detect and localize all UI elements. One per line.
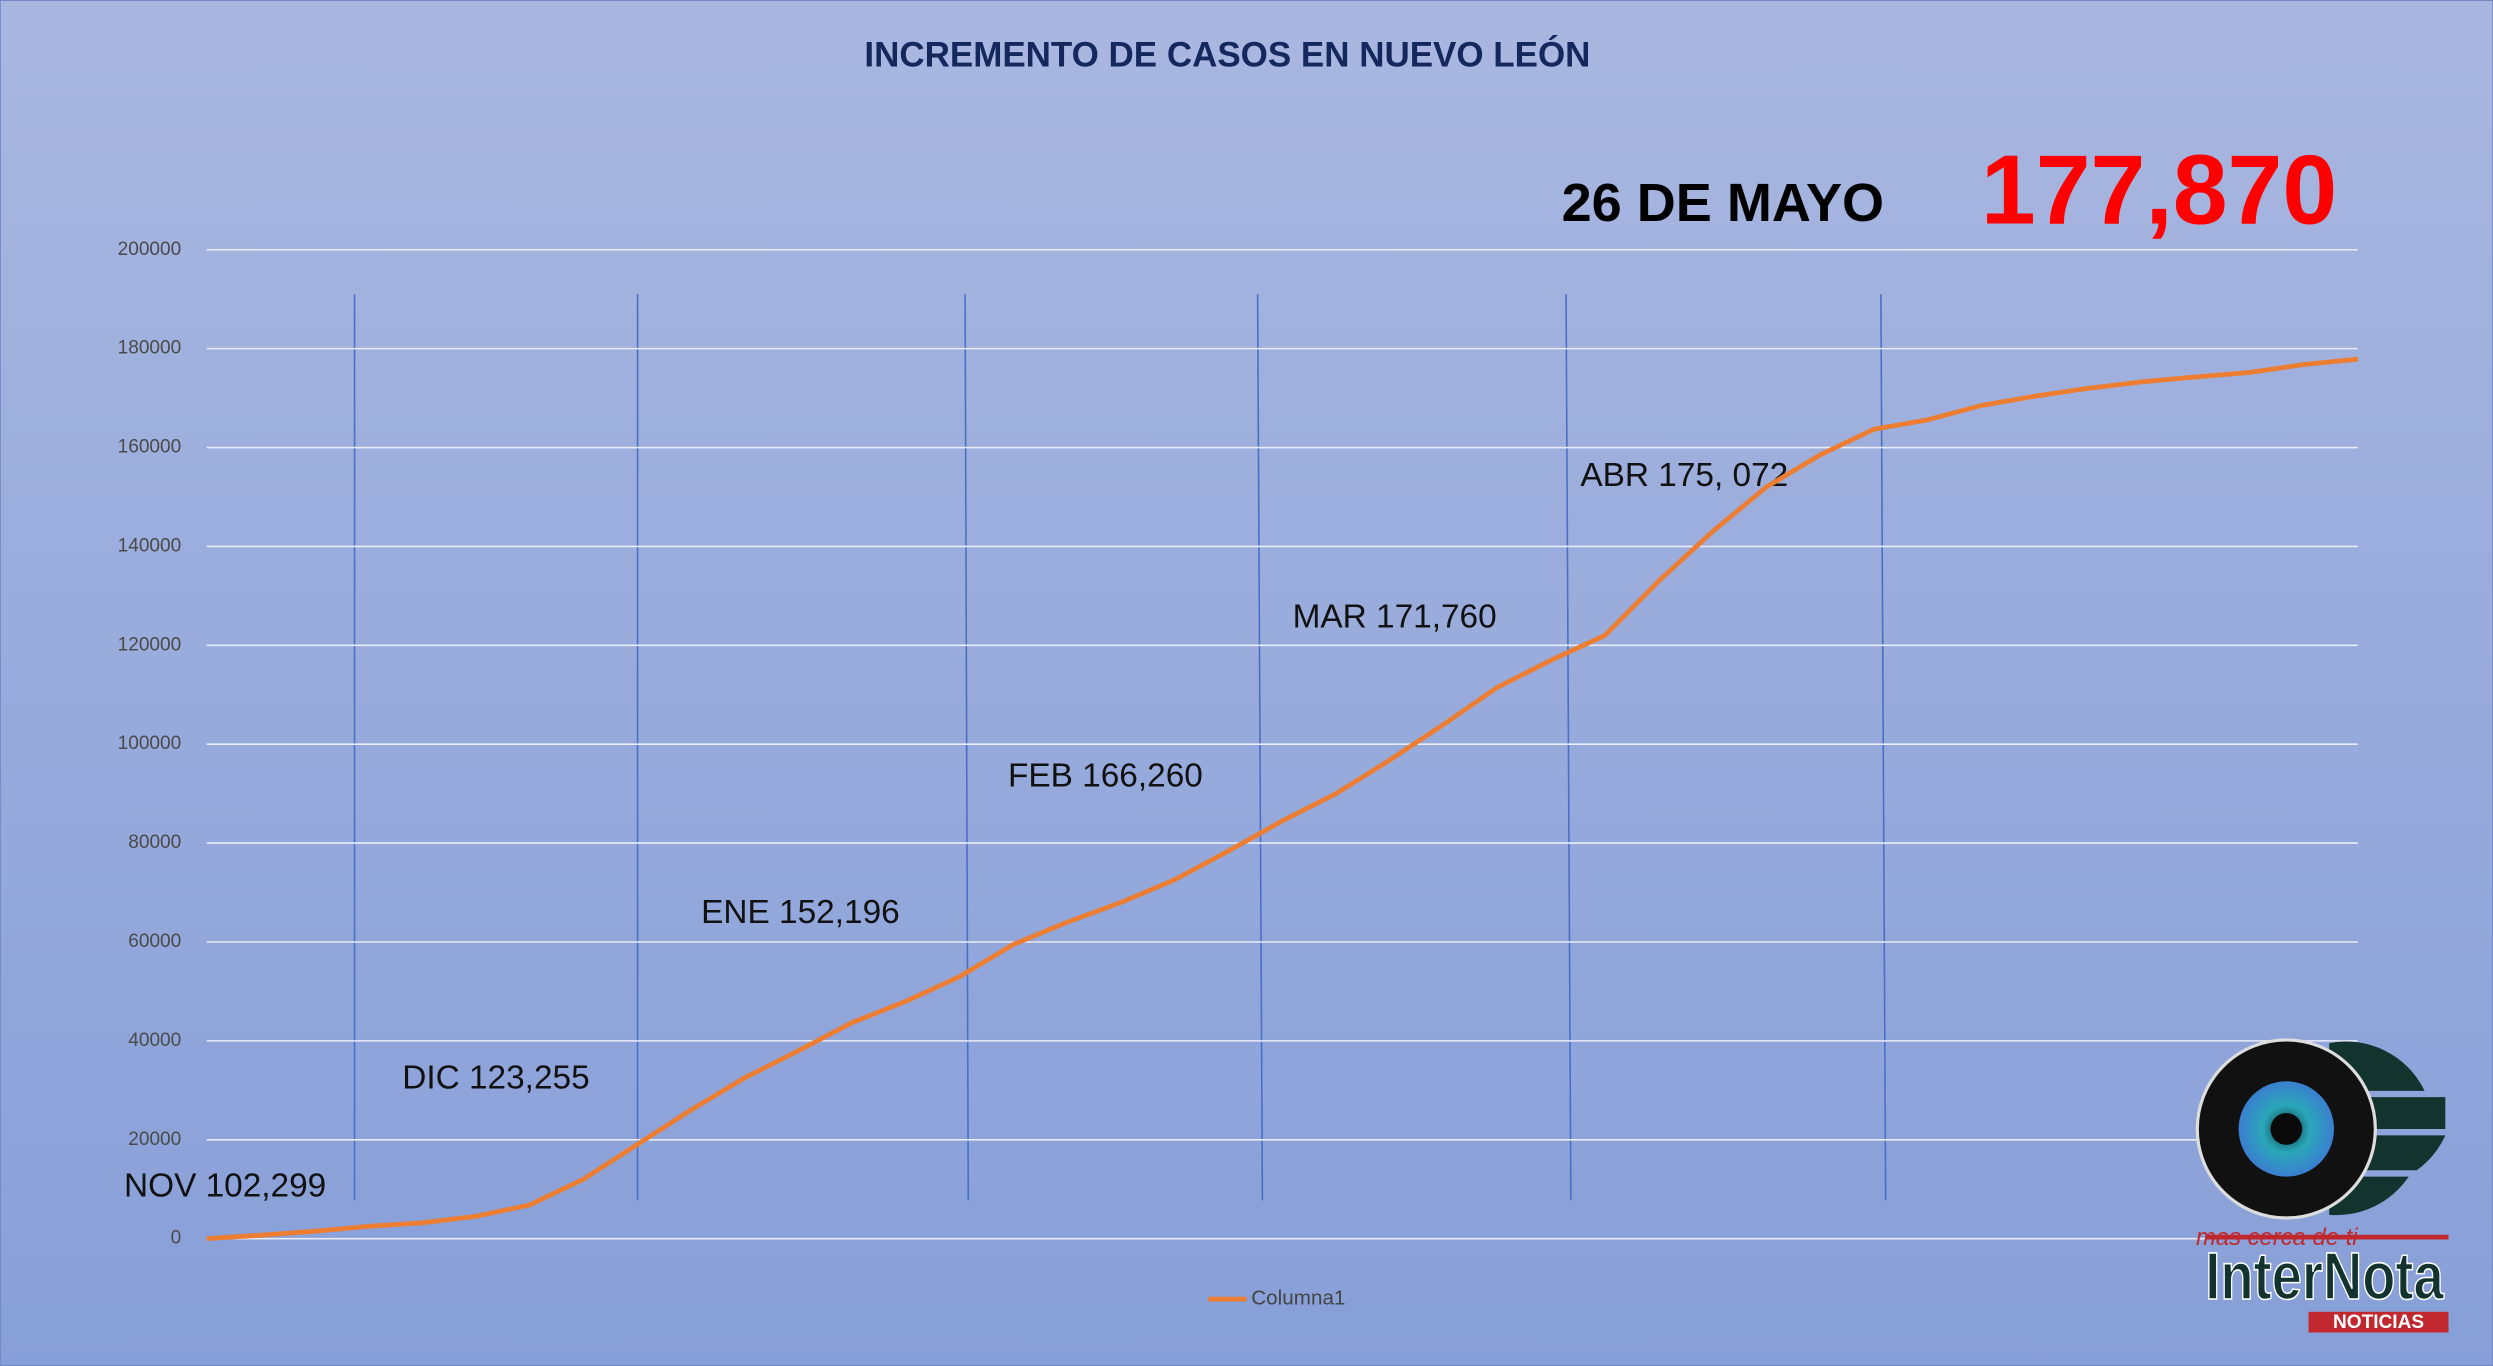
y-tick-label: 140000 [118,535,182,556]
divider [1256,294,1264,1201]
legend-label: Columna1 [1251,1287,1345,1310]
y-tick-label: 20000 [128,1129,181,1150]
annotation: MAR 171,760 [1293,598,1497,635]
y-tick-label: 200000 [118,239,182,260]
annotation: DIC 123,255 [402,1059,589,1096]
annotation: FEB 166,260 [1008,757,1203,794]
annotation: NOV 102,299 [124,1168,326,1205]
logo-tagline: mas cerca de ti [2196,1224,2358,1251]
line-series [206,356,2359,1242]
annotation: ABR 175, 072 [1580,457,1788,494]
logo-sub: NOTICIAS [2333,1312,2424,1333]
headline-value: 177,870 [1981,134,2337,244]
y-tick-label: 120000 [118,634,182,655]
y-tick-label: 160000 [118,437,182,458]
divider [1565,294,1572,1201]
y-tick-label: 0 [171,1228,182,1249]
y-tick-label: 40000 [128,1030,181,1051]
annotation: ENE 152,196 [701,894,900,931]
logo-sub-bg [2308,1311,2449,1333]
divider [964,294,970,1201]
headline-label: 26 DE MAYO [1562,173,1884,233]
logo: mas cerca de ti InterNota NOTICIAS [2195,1038,2449,1333]
y-tick-label: 180000 [118,338,182,359]
vertical-dividers [353,294,1887,1201]
y-tick-label: 80000 [128,832,181,853]
y-tick-label: 60000 [128,931,181,952]
chart-title: INCREMENTO DE CASOS EN NUEVO LEÓN [864,35,1590,75]
logo-aperture [2270,1113,2303,1145]
divider [1880,294,1887,1201]
logo-name: InterNota [2205,1240,2444,1314]
y-tick-label: 100000 [118,733,182,754]
